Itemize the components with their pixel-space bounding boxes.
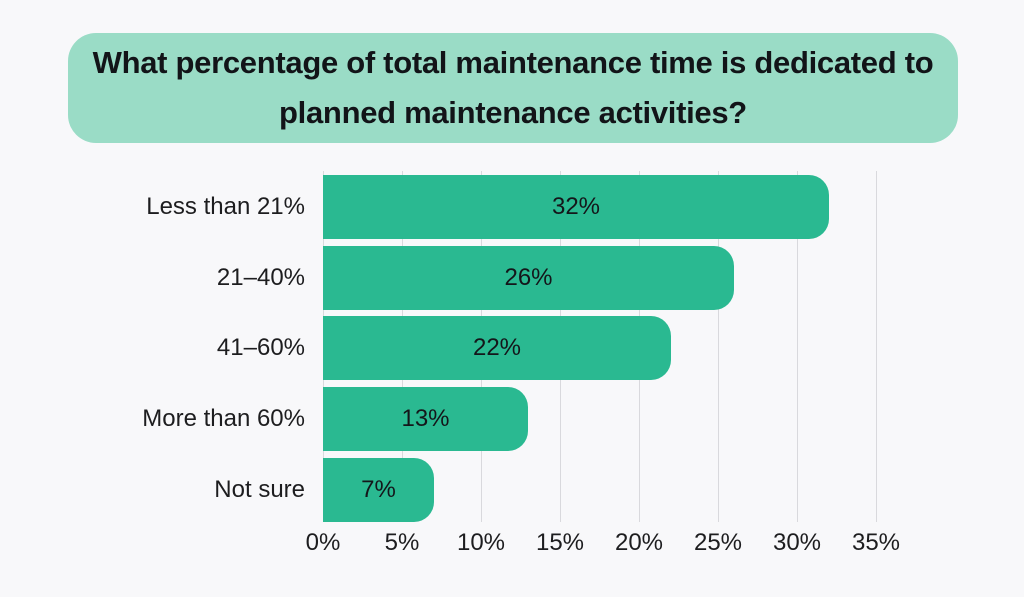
bar-value-label: 32% — [551, 193, 601, 220]
category-label: 41–60% — [216, 334, 305, 361]
bar-1: 32% — [323, 175, 829, 239]
bar-value-label: 26% — [504, 264, 553, 291]
gridline-35-percent — [876, 171, 877, 522]
bar-value-label: 13% — [401, 405, 450, 432]
category-label: More than 60% — [142, 405, 305, 432]
category-label: 21–40% — [216, 264, 305, 291]
bar-3: 22% — [323, 316, 671, 380]
bar-value-label: 7% — [361, 476, 396, 503]
category-label: Not sure — [214, 476, 305, 503]
chart-title: What percentage of total maintenance tim… — [92, 45, 934, 130]
x-axis-tick-label: 25% — [693, 529, 743, 556]
category-label: Less than 21% — [146, 193, 305, 220]
x-axis-tick-label: 35% — [851, 529, 901, 556]
gridline-30-percent — [797, 171, 798, 522]
x-axis-tick-label: 5% — [384, 529, 420, 556]
x-axis-tick-label: 0% — [305, 529, 341, 556]
chart-title-banner: What percentage of total maintenance tim… — [68, 33, 958, 143]
x-axis-tick-label: 20% — [614, 529, 664, 556]
bar-value-label: 22% — [472, 334, 522, 361]
x-axis-tick-label: 15% — [535, 529, 585, 556]
bar-4: 13% — [323, 387, 528, 451]
bar-2: 26% — [323, 246, 734, 310]
bar-5: 7% — [323, 458, 434, 522]
gridline-25-percent — [718, 171, 719, 522]
x-axis-tick-label: 10% — [456, 529, 506, 556]
x-axis-tick-label: 30% — [772, 529, 822, 556]
